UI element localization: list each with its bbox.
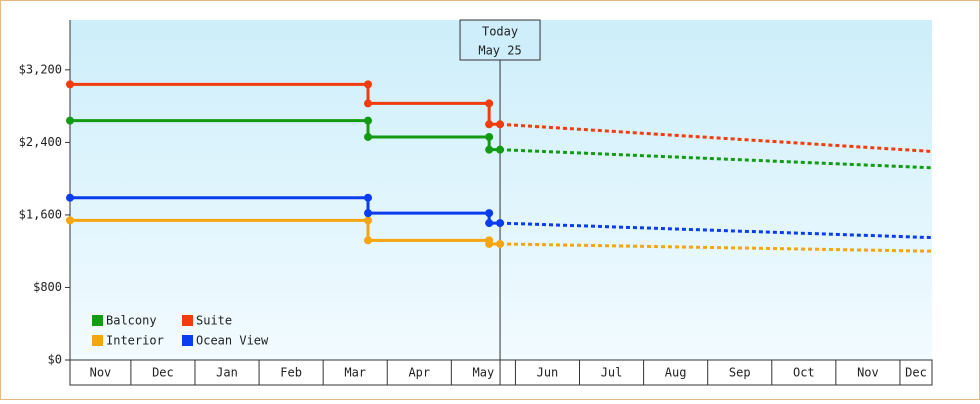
legend-swatch [92,335,103,346]
point [364,80,373,89]
x-tick-label: Nov [857,366,879,380]
x-tick-label: Jul [601,366,623,380]
point [485,132,494,141]
forecast-line [499,122,933,153]
point [496,145,505,154]
x-tick-label: Dec [152,366,174,380]
point [66,80,74,89]
legend-swatch [182,315,193,326]
y-tick-label: $1,600 [19,207,62,221]
x-tick-label: Apr [408,366,430,380]
x-tick-label: May [473,366,495,380]
point [496,120,505,129]
point [364,132,373,141]
x-tick-label: Jun [537,366,559,380]
legend-swatch [182,335,193,346]
point [66,193,74,202]
point [364,216,373,225]
point [66,216,74,225]
legend-label: Ocean View [196,334,269,348]
today-date: May 25 [478,44,521,58]
point [496,219,505,228]
legend-label: Balcony [106,314,157,328]
point [485,239,494,248]
legend-label: Interior [106,334,164,348]
legend-swatch [92,315,103,326]
point [364,116,373,125]
today-label: Today [482,25,518,39]
x-tick-label: Nov [90,366,112,380]
point [485,120,494,129]
point [485,219,494,228]
legend-label: Suite [196,314,232,328]
x-tick-label: Mar [344,366,366,380]
point [364,236,373,245]
x-tick-label: Dec [905,366,927,380]
plot-area [70,20,932,360]
y-tick-label: $0 [48,353,62,367]
point [66,116,74,125]
point [485,145,494,154]
y-tick-label: $3,200 [19,62,62,76]
x-tick-label: Sep [729,366,751,380]
point [364,193,373,202]
x-tick-label: Oct [793,366,815,380]
y-tick-label: $800 [33,280,62,294]
point [496,239,505,248]
x-tick-label: Aug [665,366,687,380]
forecast-line [499,148,933,170]
point [485,209,494,218]
point [364,99,373,108]
point [364,209,373,218]
x-tick-label: Jan [216,366,238,380]
y-tick-label: $2,400 [19,135,62,149]
x-tick-label: Feb [280,366,302,380]
forecast-line [500,242,933,253]
today-box [459,19,541,61]
point [485,99,494,108]
forecast-line [499,221,933,240]
